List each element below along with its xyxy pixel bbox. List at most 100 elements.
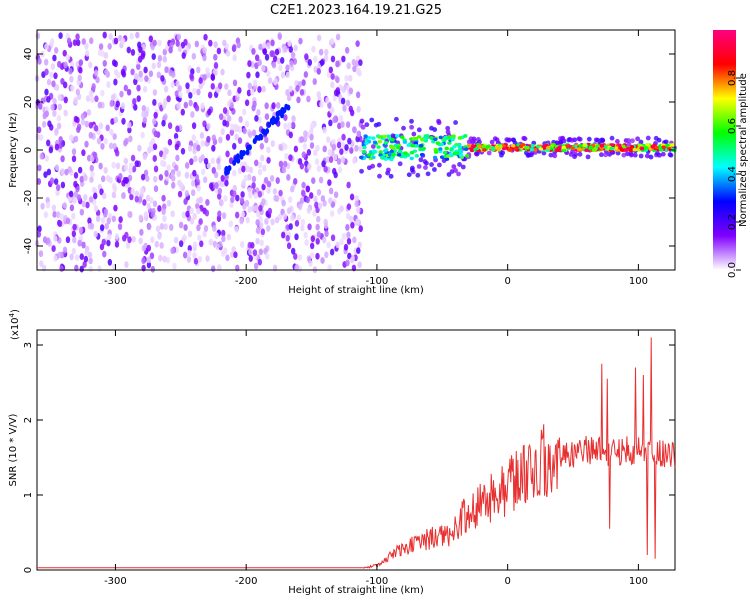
spectrogram-cell <box>250 242 255 249</box>
spectrogram-cell <box>530 144 535 148</box>
spectrogram-cell <box>196 66 201 74</box>
spectrogram-cell <box>251 204 256 212</box>
spectrogram-cell <box>190 111 195 118</box>
spectrogram-cell <box>225 150 230 158</box>
spectrogram-cell <box>102 31 107 39</box>
spectrogram-cell <box>58 142 63 149</box>
spectrogram-cell <box>83 194 88 201</box>
spectrogram-cell <box>102 60 107 67</box>
spectrogram-cell <box>349 147 354 154</box>
spectrogram-cell <box>471 138 477 144</box>
spectrogram-cell <box>205 67 210 75</box>
spectrogram-cell <box>222 39 227 47</box>
spectrogram-cell <box>266 180 272 188</box>
spectrogram-cell <box>222 119 227 127</box>
spectrogram-cell <box>348 105 353 113</box>
snr-x-tick-label: -300 <box>104 576 127 587</box>
spectrogram-cell <box>220 68 225 76</box>
spectrogram-cell <box>261 64 266 72</box>
spectrogram-cell <box>69 204 75 212</box>
spectrogram-cell <box>208 39 213 47</box>
spectrogram-cell <box>73 172 79 179</box>
spectrogram-cell <box>383 140 389 145</box>
spectrogram-cell <box>156 61 162 69</box>
spectrogram-cell <box>341 133 346 141</box>
spectrogram-cell <box>85 95 91 102</box>
spectrogram-cell <box>211 134 217 142</box>
spectrogram-cell <box>65 236 71 244</box>
spectrogram-cell <box>170 247 175 255</box>
spectrogram-cell <box>57 220 63 228</box>
spectrogram-cell <box>338 115 344 122</box>
spectrogram-cell <box>265 252 270 260</box>
spectrogram-cell <box>52 54 57 62</box>
spectrogram-cell <box>35 32 41 40</box>
spectrogram-cell <box>402 140 408 144</box>
spectrogram-cell <box>216 163 222 171</box>
spectrogram-cell <box>273 118 278 125</box>
spectrogram-cell <box>50 38 55 45</box>
spectrogram-cell <box>359 168 364 174</box>
spectrogram-cell <box>138 70 143 78</box>
spectrogram-cell <box>267 121 272 128</box>
spectrogram-cell <box>124 261 129 269</box>
spectrogram-cell <box>548 152 554 158</box>
spectrogram-cell <box>287 122 292 130</box>
spectrogram-cell <box>131 235 136 243</box>
spectrogram-cell <box>442 150 448 155</box>
spectrogram-cell <box>76 126 81 134</box>
spectrogram-cell <box>49 71 54 79</box>
spectrogram-cell <box>88 61 93 69</box>
spectrogram-cell <box>340 121 345 128</box>
spectrogram-cell <box>342 105 347 112</box>
spectrogram-cell <box>356 206 361 214</box>
spectrogram-cell <box>264 217 269 225</box>
spectrogram-cell <box>248 255 253 262</box>
spectrogram-cell <box>82 261 87 268</box>
spectrogram-cell <box>506 137 512 143</box>
spectrogram-cell <box>180 147 186 155</box>
spectrogram-cell <box>164 66 169 74</box>
spectrogram-cell <box>582 143 587 148</box>
spectrogram-cell <box>445 129 451 135</box>
spectrogram-cell <box>247 144 252 151</box>
spectrogram-cell <box>299 162 305 170</box>
spectrogram-cell <box>194 40 200 48</box>
spectrogram-cell <box>191 122 197 130</box>
spectrogram-cell <box>326 136 331 144</box>
spectrogram-cell <box>81 38 86 45</box>
spectrogram-cell <box>115 100 120 108</box>
spectrogram-cell <box>346 203 352 211</box>
spectrogram-x-tick-label: -300 <box>104 276 127 287</box>
spectrogram-cell <box>45 201 51 209</box>
spectrogram-cell <box>290 185 295 193</box>
spectrogram-cell <box>156 71 162 79</box>
spectrogram-cell <box>541 150 547 156</box>
spectrogram-cell <box>57 94 62 101</box>
spectrogram-cell <box>76 194 82 202</box>
spectrogram-cell <box>315 252 320 260</box>
spectrogram-cell <box>285 71 291 79</box>
spectrogram-cell <box>347 137 352 145</box>
spectrogram-cell <box>178 91 183 99</box>
spectrogram-cell <box>244 120 250 128</box>
spectrogram-cell <box>217 210 222 218</box>
spectrogram-cell <box>142 199 147 206</box>
spectrogram-y-tick-label: 40 <box>23 48 34 61</box>
spectrogram-cell <box>438 135 443 140</box>
spectrogram-cell <box>283 114 288 121</box>
spectrogram-cell <box>110 94 116 101</box>
spectrogram-cell <box>224 83 229 90</box>
spectrogram-cell <box>179 182 184 190</box>
spectrogram-cell <box>206 135 211 143</box>
spectrogram-cell <box>79 265 84 273</box>
spectrogram-cell <box>230 123 235 131</box>
spectrogram-cell <box>84 42 89 50</box>
spectrogram-cell <box>278 143 283 151</box>
spectrogram-cell <box>429 162 434 167</box>
spectrogram-cell <box>107 258 113 266</box>
spectrogram-cell <box>515 148 520 152</box>
spectrogram-cell <box>57 251 62 259</box>
spectrogram-cell <box>42 112 47 120</box>
spectrogram-cell <box>111 161 116 169</box>
